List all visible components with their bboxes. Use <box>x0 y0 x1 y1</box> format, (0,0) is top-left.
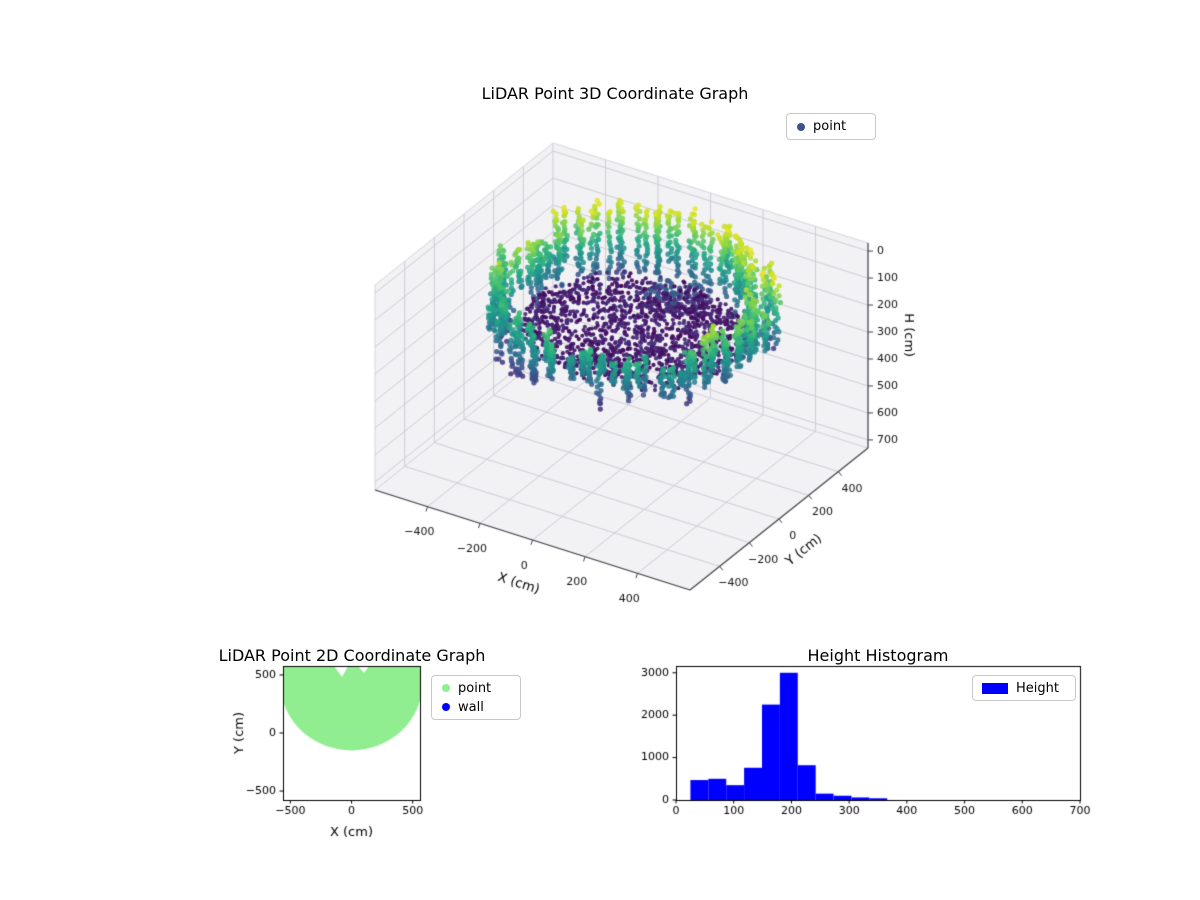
legend-2d: point wall <box>431 675 521 720</box>
height-swatch-icon <box>982 682 1008 694</box>
legend-item-point-3d: point <box>797 120 865 133</box>
legend-3d: point <box>786 113 876 140</box>
legend-item-point-2d: point <box>442 682 510 695</box>
legend-item-wall-2d: wall <box>442 701 510 714</box>
point-marker-icon <box>797 122 805 131</box>
legend-label-wall-2d: wall <box>458 699 484 715</box>
legend-histogram: Height <box>972 675 1076 701</box>
point-marker-icon <box>442 684 450 692</box>
legend-item-height: Height <box>982 682 1066 695</box>
title-3d-scatter: LiDAR Point 3D Coordinate Graph <box>481 84 749 103</box>
title-2d-scatter: LiDAR Point 2D Coordinate Graph <box>218 646 486 665</box>
title-histogram: Height Histogram <box>807 646 949 665</box>
legend-label-point-2d: point <box>458 680 492 696</box>
legend-label-point-3d: point <box>813 119 847 134</box>
legend-label-height: Height <box>1016 680 1059 696</box>
wall-marker-icon <box>442 703 450 711</box>
